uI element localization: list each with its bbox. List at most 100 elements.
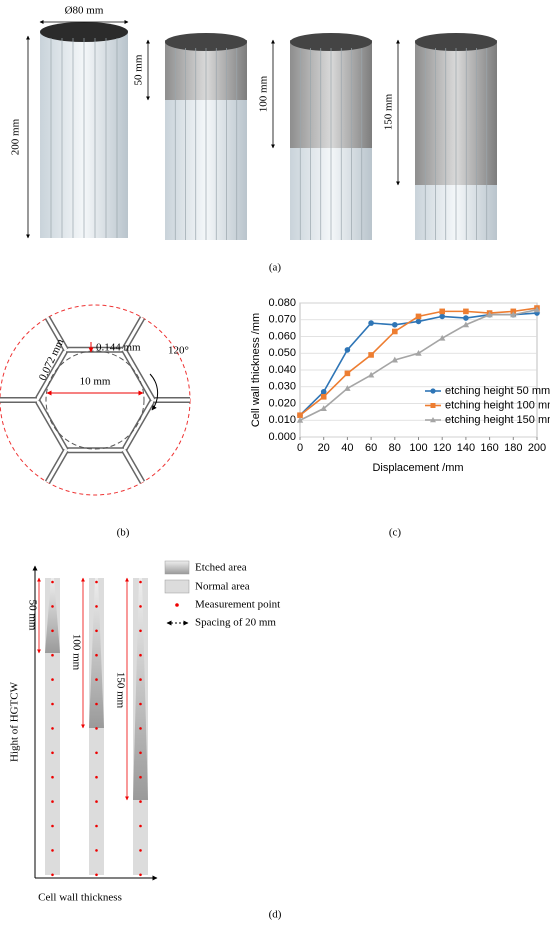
wall (46, 449, 68, 484)
legend-swatch (164, 579, 190, 594)
point (297, 412, 303, 419)
dimension-label: 50 mm (133, 54, 145, 85)
x-tick-label: 180 (504, 442, 522, 454)
x-tick-label: 20 (318, 442, 330, 454)
x-tick-label: 100 (409, 442, 427, 454)
measurement-point (139, 702, 142, 706)
point (463, 308, 469, 315)
y-tick-label: 0.040 (268, 364, 296, 376)
dimension-label: 100 mm (70, 634, 82, 671)
measurement-point (95, 605, 98, 608)
point (439, 313, 446, 320)
point (415, 313, 422, 320)
point (320, 405, 327, 412)
point (320, 388, 327, 395)
measurement-point (51, 775, 54, 779)
point (392, 328, 398, 335)
measurement-point (51, 824, 54, 828)
strips (45, 578, 148, 877)
wall (46, 316, 68, 351)
dimension-label: Ø80 mm (65, 5, 104, 17)
measurement-point (51, 849, 54, 852)
strip-diagram: Hight of HGTCW Cell wall thickness 50 mm… (9, 560, 280, 904)
legend-label: etching height 50 mm (445, 385, 550, 397)
y-tick-label: 0.000 (268, 431, 296, 443)
measurement-point (139, 751, 142, 755)
measurement-point (95, 702, 98, 706)
x-tick-label: 160 (480, 442, 498, 454)
dimension-label: 50 mm (26, 600, 38, 631)
measurement-point (95, 775, 98, 779)
measurement-point (139, 727, 142, 730)
measurement-point (95, 653, 98, 657)
wall (122, 316, 144, 351)
point (344, 347, 351, 353)
panel-label: (a) (269, 262, 282, 274)
measurement-point (51, 751, 54, 755)
cell-walls (0, 316, 190, 484)
measurement-point (51, 800, 54, 803)
cylinder-top (40, 22, 128, 42)
wall (35, 349, 68, 401)
angle-arc (149, 373, 159, 411)
y-tick-label: 0.060 (268, 330, 296, 342)
dimension-label: 150 mm (383, 93, 395, 130)
y-tick-label: 0.080 (268, 297, 296, 309)
measurement-point (51, 702, 54, 706)
legend-label: etching height 150 mm (445, 414, 550, 426)
point (415, 349, 422, 356)
measurement-point (139, 629, 142, 633)
x-axis-label: Displacement /mm (372, 462, 463, 474)
panel-label: (b) (117, 527, 130, 539)
legend-label: etching height 100 mm (445, 399, 550, 411)
legend-text: Spacing of 20 mm (195, 617, 276, 629)
measurement-point (95, 751, 98, 755)
point (392, 321, 398, 328)
x-tick-label: 80 (389, 442, 401, 454)
x-tick-label: 60 (365, 442, 377, 454)
y-axis-label: Cell wall thickness /mm (250, 313, 262, 427)
angle-label: 120° (168, 345, 189, 357)
point (391, 356, 398, 363)
cylinder-top (290, 33, 372, 51)
point (415, 318, 422, 325)
wall (122, 349, 155, 401)
point (368, 320, 374, 326)
etched-area (45, 578, 60, 653)
measurement-point (51, 727, 54, 730)
measurement-point (51, 653, 54, 657)
measurement-point (139, 775, 142, 779)
measurement-point (95, 727, 98, 730)
dimension-label: 150 mm (114, 672, 126, 709)
y-tick-label: 0.010 (268, 414, 296, 426)
measurement-point (51, 678, 54, 681)
point (344, 385, 351, 391)
measurement-point (139, 678, 142, 681)
legend-marker (430, 388, 436, 394)
axis-label: Hight of HGTCW (9, 681, 21, 762)
measurement-point (139, 605, 142, 608)
measurement-point (51, 873, 54, 877)
point (510, 311, 517, 318)
measurement-point (95, 824, 98, 828)
legend-marker (430, 403, 436, 408)
legend-text: Etched area (195, 562, 247, 574)
y-tick-label: 0.020 (268, 397, 296, 409)
measurement-point (95, 800, 98, 803)
wall (122, 399, 155, 451)
measurement-point (139, 653, 142, 657)
measurement-point (139, 824, 142, 828)
legend-marker (430, 417, 436, 423)
dimension-label: 10 mm (80, 376, 111, 388)
point (320, 394, 327, 400)
legend-text: Normal area (195, 581, 250, 593)
wall (122, 449, 144, 484)
x-tick-label: 40 (341, 442, 353, 454)
point (533, 306, 541, 313)
flutes (50, 38, 488, 240)
point (368, 352, 374, 358)
dimension-label: 200 mm (10, 118, 22, 155)
measurement-point (51, 605, 54, 608)
panel-label: (d) (269, 909, 282, 921)
